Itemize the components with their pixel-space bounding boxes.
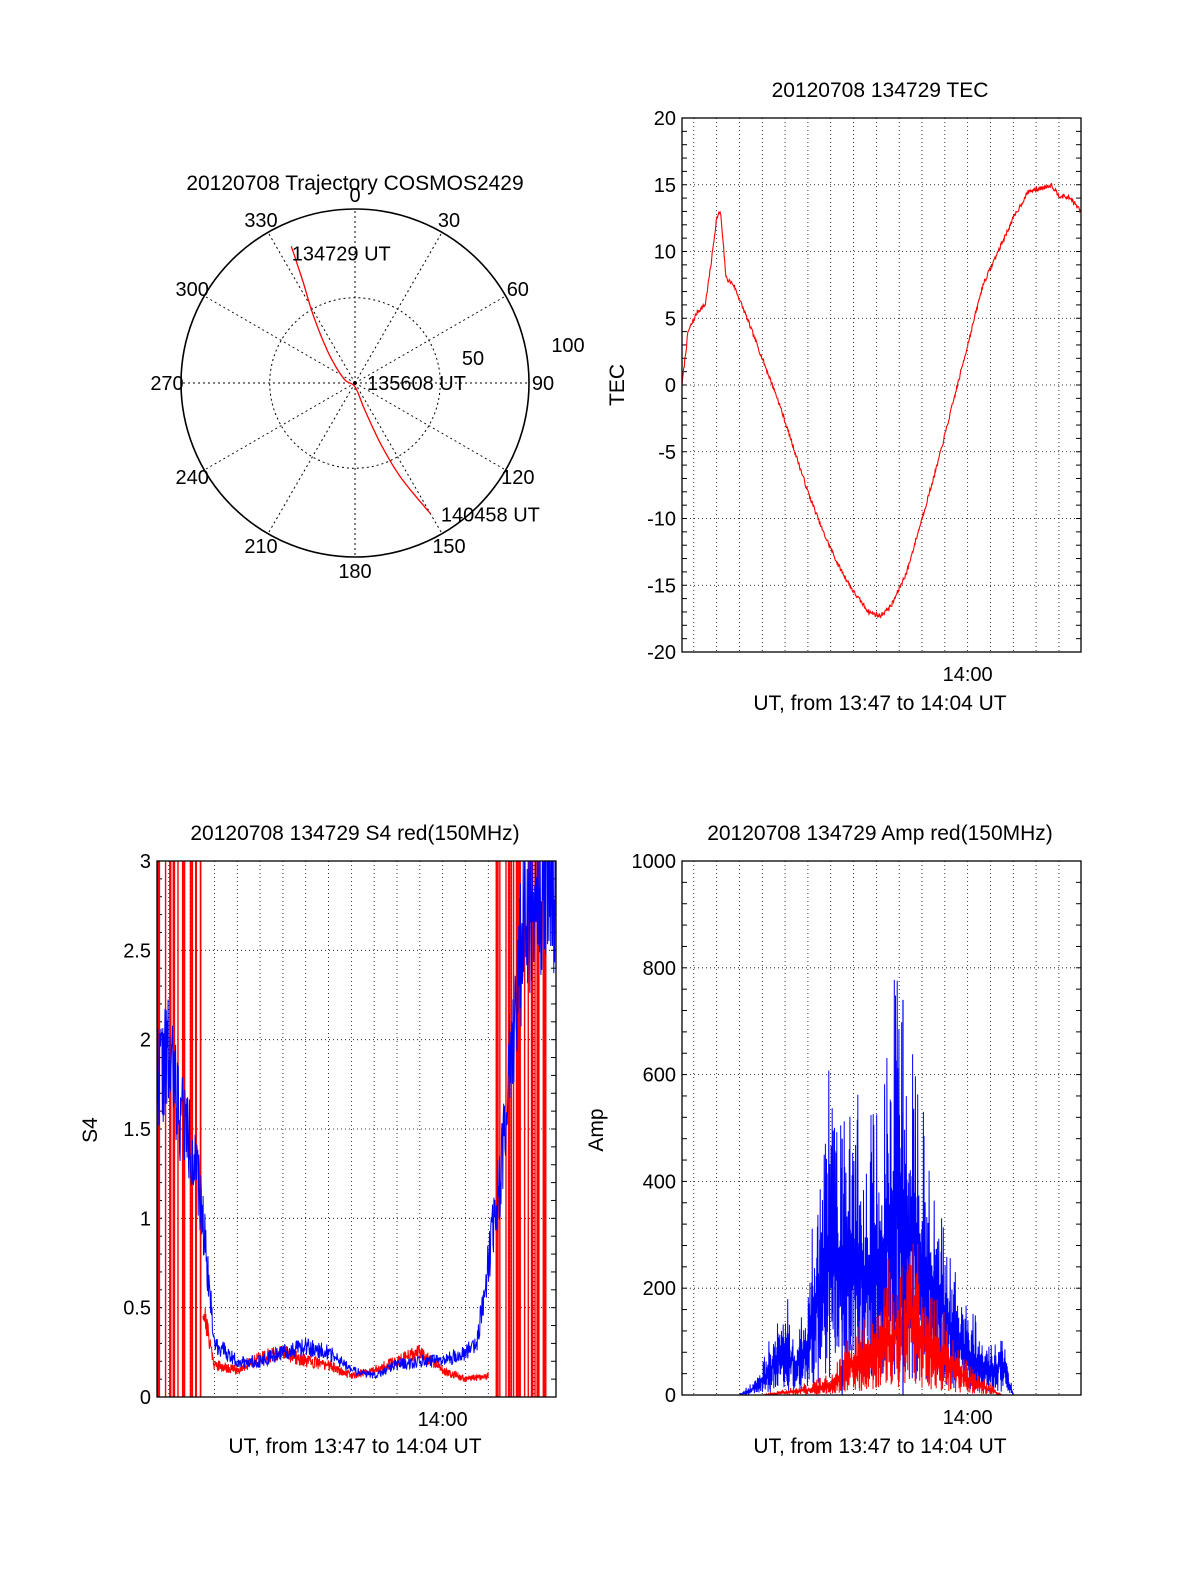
azimuth-label: 120 bbox=[501, 467, 534, 489]
polar-spoke bbox=[267, 382, 356, 534]
chart-title: 20120708 134729 Amp red(150MHz) bbox=[707, 822, 1053, 845]
s4-panel: 20120708 134729 S4 red(150MHz) UT, from … bbox=[79, 822, 557, 1458]
azimuth-label: 240 bbox=[175, 467, 208, 489]
blue-s4-series bbox=[157, 861, 556, 1380]
azimuth-label: 210 bbox=[244, 536, 277, 558]
chart-title: 20120708 134729 TEC bbox=[772, 79, 989, 102]
y-tick-label: 1 bbox=[140, 1208, 151, 1230]
blue-amp-series bbox=[682, 979, 1081, 1395]
y-tick-label: 15 bbox=[654, 175, 676, 197]
plot-frame bbox=[681, 860, 1082, 1396]
y-tick-label: 400 bbox=[643, 1171, 676, 1193]
polar-outer-circle bbox=[180, 208, 530, 558]
x-axis-label: UT, from 13:47 to 14:04 UT bbox=[228, 1435, 481, 1458]
y-tick-label: 1.5 bbox=[123, 1119, 151, 1141]
chart-title: 20120708 Trajectory COSMOS2429 bbox=[186, 172, 523, 195]
y-tick-label: 0 bbox=[665, 375, 676, 397]
y-tick-label: 3 bbox=[140, 851, 151, 873]
polar-spoke bbox=[354, 382, 443, 534]
polar-spoke bbox=[267, 232, 356, 384]
y-axis-label: Amp bbox=[585, 1108, 608, 1151]
polar-spoke bbox=[204, 382, 356, 471]
azimuth-label: 150 bbox=[432, 536, 465, 558]
plot-area bbox=[682, 979, 1081, 1395]
azimuth-label: 330 bbox=[244, 210, 277, 232]
x-tick-label: 14:00 bbox=[943, 664, 993, 686]
azimuth-label: 30 bbox=[438, 210, 460, 232]
y-tick-label: 200 bbox=[643, 1278, 676, 1300]
y-tick-label: 800 bbox=[643, 958, 676, 980]
y-tick-label: 0 bbox=[665, 1385, 676, 1407]
red-amp-series bbox=[682, 1243, 1081, 1395]
polar-spoke bbox=[354, 232, 443, 384]
y-tick-label: 10 bbox=[654, 242, 676, 264]
y-axis-label: TEC bbox=[606, 364, 629, 406]
y-tick-label: 0 bbox=[140, 1387, 151, 1409]
y-tick-label: 20 bbox=[654, 108, 676, 130]
amp-panel: 20120708 134729 Amp red(150MHz) UT, from… bbox=[585, 822, 1082, 1458]
plot-frame bbox=[156, 860, 557, 1398]
radius-label: 50 bbox=[462, 348, 484, 370]
x-tick-label: 14:00 bbox=[418, 1409, 468, 1431]
y-axis-label: S4 bbox=[79, 1117, 102, 1143]
azimuth-label: 180 bbox=[338, 561, 371, 583]
tec-series-line bbox=[682, 182, 1081, 619]
y-tick-label: -20 bbox=[647, 642, 676, 664]
x-tick-label: 14:00 bbox=[943, 1407, 993, 1429]
radius-label: 100 bbox=[551, 335, 584, 357]
azimuth-label: 90 bbox=[532, 373, 554, 395]
trajectory-panel: 20120708 Trajectory COSMOS2429 0 30 60 90 12… bbox=[150, 172, 584, 583]
azimuth-label: 300 bbox=[175, 279, 208, 301]
azimuth-label: 270 bbox=[150, 373, 183, 395]
azimuth-label: 60 bbox=[507, 279, 529, 301]
time-annotation: 134729 UT bbox=[292, 243, 391, 265]
tec-panel: 20120708 134729 TEC UT, from 13:47 to 14… bbox=[606, 79, 1082, 715]
y-tick-label: 0.5 bbox=[123, 1298, 151, 1320]
plot-area bbox=[682, 182, 1081, 619]
y-tick-label: 600 bbox=[643, 1065, 676, 1087]
y-tick-label: -15 bbox=[647, 575, 676, 597]
y-tick-label: -10 bbox=[647, 509, 676, 531]
time-annotation: 140458 UT bbox=[441, 505, 540, 527]
plot-area bbox=[157, 861, 556, 1397]
chart-title: 20120708 134729 S4 red(150MHz) bbox=[190, 822, 519, 845]
azimuth-label: 0 bbox=[349, 185, 360, 207]
polar-spoke bbox=[354, 382, 506, 471]
trajectory-line bbox=[290, 246, 431, 515]
polar-spoke bbox=[354, 295, 506, 384]
polar-spoke bbox=[204, 295, 356, 384]
x-axis-label: UT, from 13:47 to 14:04 UT bbox=[753, 1435, 1006, 1458]
time-annotation: 135608 UT bbox=[367, 373, 466, 395]
plot-frame bbox=[681, 117, 1082, 653]
y-tick-label: 2.5 bbox=[123, 940, 151, 962]
x-axis-label: UT, from 13:47 to 14:04 UT bbox=[753, 692, 1006, 715]
y-tick-label: 1000 bbox=[632, 851, 677, 873]
y-tick-label: -5 bbox=[658, 442, 676, 464]
y-tick-label: 2 bbox=[140, 1030, 151, 1052]
y-tick-label: 5 bbox=[665, 308, 676, 330]
